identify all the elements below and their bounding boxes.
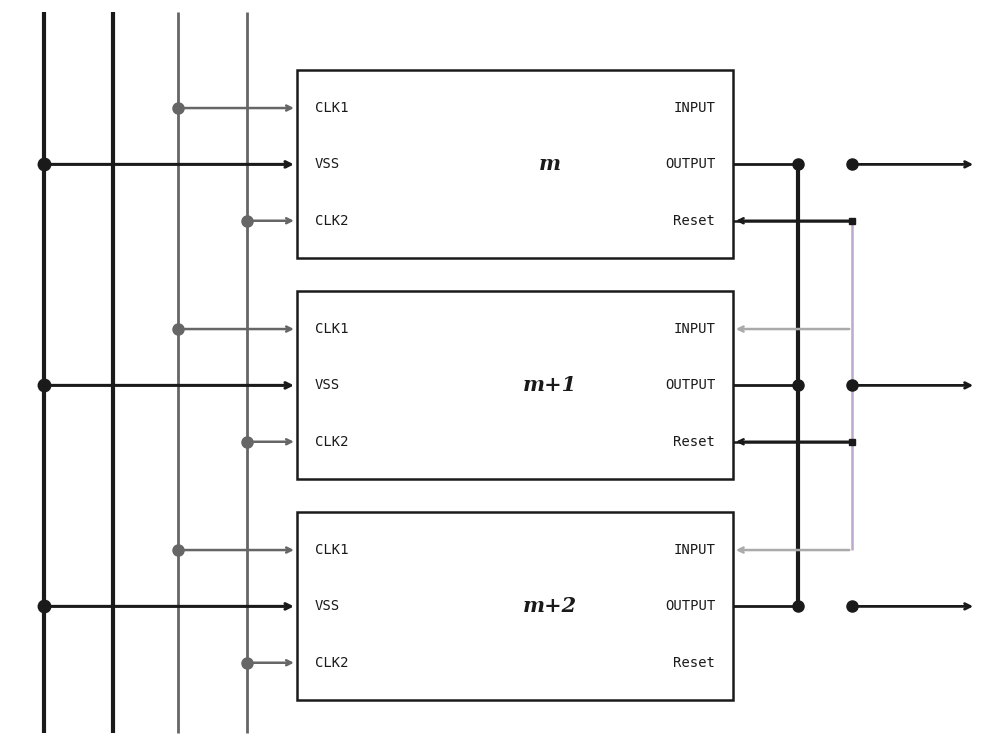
- Text: m: m: [539, 154, 561, 174]
- Text: OUTPUT: OUTPUT: [665, 600, 715, 613]
- Text: CLK1: CLK1: [315, 101, 348, 115]
- Text: CLK1: CLK1: [315, 543, 348, 557]
- Bar: [297, 291, 733, 479]
- Text: CLK2: CLK2: [315, 214, 348, 228]
- Text: m+2: m+2: [523, 597, 577, 616]
- Bar: [297, 513, 733, 700]
- Text: VSS: VSS: [315, 378, 340, 393]
- Text: OUTPUT: OUTPUT: [665, 378, 715, 393]
- Text: Reset: Reset: [673, 435, 715, 448]
- Text: Reset: Reset: [673, 656, 715, 670]
- Text: VSS: VSS: [315, 600, 340, 613]
- Text: VSS: VSS: [315, 157, 340, 171]
- Text: m+1: m+1: [523, 375, 577, 396]
- Text: INPUT: INPUT: [673, 543, 715, 557]
- Text: Reset: Reset: [673, 214, 715, 228]
- Text: CLK2: CLK2: [315, 656, 348, 670]
- Text: OUTPUT: OUTPUT: [665, 157, 715, 171]
- Text: INPUT: INPUT: [673, 101, 715, 115]
- Text: INPUT: INPUT: [673, 322, 715, 336]
- Text: CLK2: CLK2: [315, 435, 348, 448]
- Bar: [297, 71, 733, 259]
- Text: CLK1: CLK1: [315, 322, 348, 336]
